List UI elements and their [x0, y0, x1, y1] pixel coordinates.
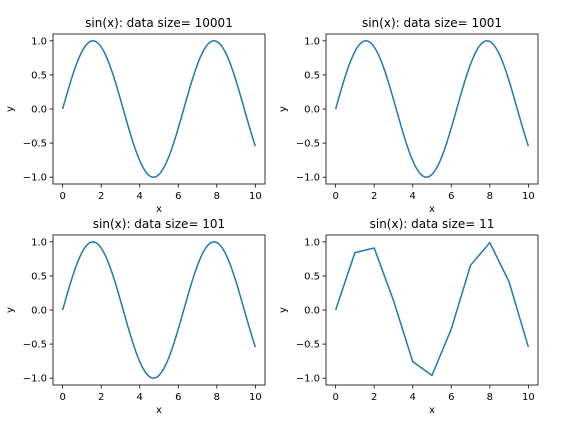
x-tick-label: 8: [487, 191, 493, 202]
x-tick-label: 2: [371, 392, 377, 403]
x-tick-label: 0: [59, 392, 65, 403]
subplot-4: 0 2 4 6 8 10 −1.0 −0.5 0.0 0.5 1.0 sin(x): data siz…: [278, 217, 539, 416]
subplot-title: sin(x): data size= 11: [370, 217, 495, 231]
y-tick-label: 1.0: [304, 237, 320, 248]
x-tick-label: 8: [487, 392, 493, 403]
y-tick-label: −0.5: [296, 139, 320, 150]
y-tick-label: 0.0: [31, 105, 47, 116]
x-tick-label: 10: [249, 392, 262, 403]
y-tick-label: −0.5: [296, 340, 320, 351]
subplot-title: sin(x): data size= 101: [93, 217, 225, 231]
x-tick-label: 6: [448, 191, 454, 202]
y-tick-label: 0.5: [304, 271, 320, 282]
subplot-1: 0 2 4 6 8 10 −1.0 −0.5 0.0 0.5 1.0 sin(x): data siz…: [5, 16, 266, 215]
x-tick-label: 10: [522, 392, 535, 403]
series-line-sin: [61, 40, 257, 178]
x-tick-label: 0: [332, 392, 338, 403]
y-tick-label: 0.5: [31, 271, 47, 282]
y-tick-label: −1.0: [23, 173, 47, 184]
y-tick-label: 0.0: [31, 306, 47, 317]
x-tick-label: 0: [332, 191, 338, 202]
x-axis-label: x: [429, 405, 435, 416]
y-tick-label: 0.0: [304, 306, 320, 317]
x-tick-label: 2: [98, 191, 104, 202]
y-tick-label: −0.5: [23, 340, 47, 351]
y-tick-label: −1.0: [296, 173, 320, 184]
y-tick-label: −1.0: [23, 374, 47, 385]
y-tick-label: −1.0: [296, 374, 320, 385]
x-tick-label: 8: [214, 191, 220, 202]
y-tick-label: 0.5: [304, 70, 320, 81]
y-tick-label: 0.0: [304, 105, 320, 116]
series-line-sin: [334, 241, 530, 377]
subplot-title: sin(x): data size= 10001: [85, 16, 233, 30]
y-tick-label: 1.0: [31, 36, 47, 47]
x-axis-label: x: [429, 204, 435, 215]
x-axis-label: x: [156, 204, 162, 215]
x-axis-label: x: [156, 405, 162, 416]
x-tick-label: 6: [175, 392, 181, 403]
x-tick-label: 4: [410, 191, 416, 202]
y-axis-label: y: [5, 307, 16, 313]
series-line-sin: [61, 241, 257, 379]
subplot-2: 0 2 4 6 8 10 −1.0 −0.5 0.0 0.5 1.0 sin(x): data siz…: [278, 16, 539, 215]
x-tick-label: 4: [410, 392, 416, 403]
y-tick-label: −0.5: [23, 139, 47, 150]
x-tick-label: 6: [175, 191, 181, 202]
x-tick-label: 4: [137, 191, 143, 202]
y-axis-label: y: [5, 106, 16, 112]
x-tick-label: 4: [137, 392, 143, 403]
x-tick-label: 2: [98, 392, 104, 403]
y-tick-label: 1.0: [31, 237, 47, 248]
subplot-3: 0 2 4 6 8 10 −1.0 −0.5 0.0 0.5 1.0 sin(x): data siz…: [5, 217, 266, 416]
subplot-title: sin(x): data size= 1001: [362, 16, 502, 30]
y-tick-label: 1.0: [304, 36, 320, 47]
y-tick-label: 0.5: [31, 70, 47, 81]
x-tick-label: 0: [59, 191, 65, 202]
x-tick-label: 10: [249, 191, 262, 202]
x-tick-label: 10: [522, 191, 535, 202]
y-axis-label: y: [278, 307, 289, 313]
x-tick-label: 2: [371, 191, 377, 202]
y-axis-label: y: [278, 106, 289, 112]
x-tick-label: 6: [448, 392, 454, 403]
series-line-sin: [334, 40, 530, 178]
x-tick-label: 8: [214, 392, 220, 403]
